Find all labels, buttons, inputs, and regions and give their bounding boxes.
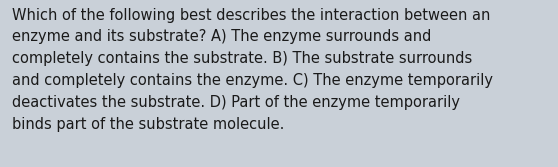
Text: Which of the following best describes the interaction between an
enzyme and its : Which of the following best describes th… xyxy=(12,8,493,132)
